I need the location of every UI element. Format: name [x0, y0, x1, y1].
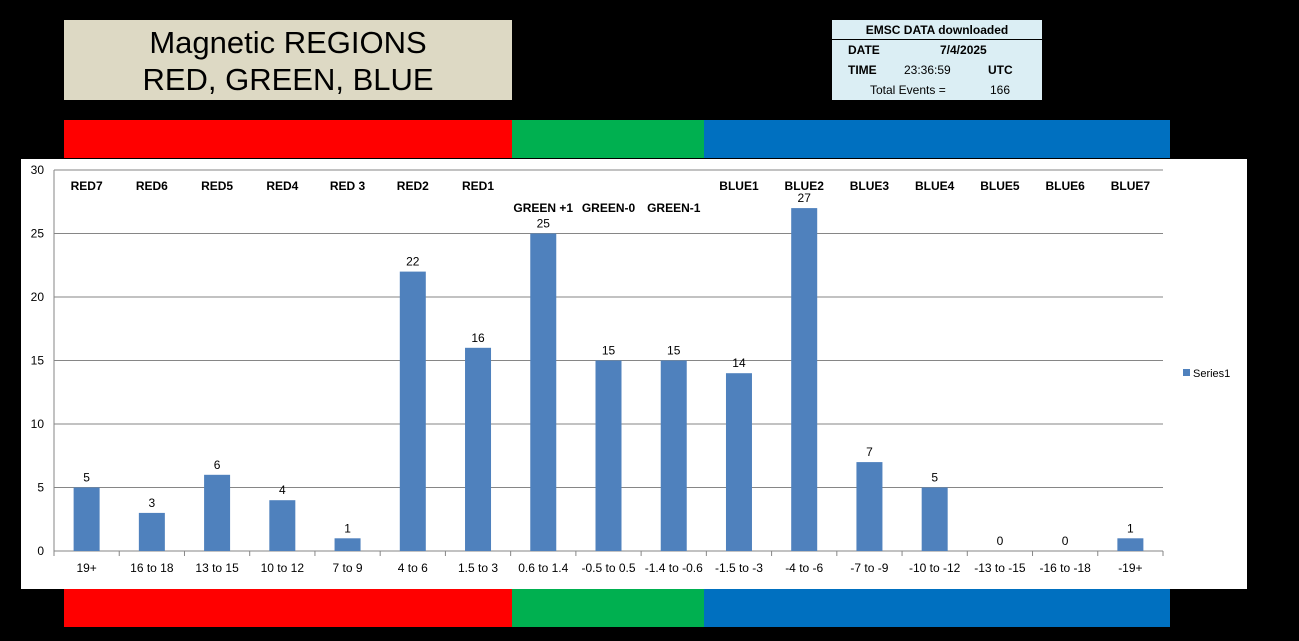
bar-chart: 0 5 10 15 20 25 30 5 19+ RED7 3 16 to 18 RED6 6 13 to …: [21, 159, 1247, 589]
data-label: 1: [344, 521, 351, 535]
data-label: 25: [537, 217, 551, 231]
info-date-row: DATE 7/4/2025: [832, 40, 1042, 60]
date-label: DATE: [848, 43, 880, 57]
data-label: 22: [406, 255, 420, 269]
blue-region-band-bottom: [704, 589, 1170, 627]
x-tick-label: -10 to -12: [909, 561, 961, 575]
bar: [138, 512, 165, 551]
date-value: 7/4/2025: [940, 43, 987, 57]
x-tick-label: -7 to -9: [850, 561, 888, 575]
region-label: RED6: [136, 179, 168, 193]
green-region-band-top: [512, 120, 704, 158]
x-tick-label: 16 to 18: [130, 561, 174, 575]
data-label: 1: [1127, 521, 1134, 535]
x-tick-label: 19+: [76, 561, 96, 575]
title-line-1: Magnetic REGIONS: [149, 25, 427, 60]
bar: [334, 538, 361, 551]
chart-title-box: Magnetic REGIONS RED, GREEN, BLUE: [64, 20, 512, 100]
region-label: RED1: [462, 179, 494, 193]
legend-label: Series1: [1193, 368, 1230, 380]
total-label: Total Events =: [870, 83, 946, 97]
info-total-row: Total Events = 166: [832, 80, 1042, 100]
data-label: 5: [83, 471, 90, 485]
y-tick-label: 0: [37, 544, 44, 558]
x-tick-label: -4 to -6: [785, 561, 823, 575]
bar: [725, 373, 752, 551]
y-tick-label: 25: [31, 227, 45, 241]
data-label: 0: [1062, 534, 1069, 548]
data-label: 0: [997, 534, 1004, 548]
bar: [465, 347, 492, 551]
x-tick-label: -0.5 to 0.5: [581, 561, 635, 575]
bar: [791, 208, 818, 551]
region-label: BLUE5: [980, 179, 1020, 193]
data-label: 4: [279, 483, 286, 497]
data-label: 5: [931, 471, 938, 485]
total-value: 166: [990, 83, 1011, 97]
bar: [73, 487, 100, 551]
x-tick-label: -13 to -15: [974, 561, 1026, 575]
region-label: RED4: [266, 179, 298, 193]
bar: [1117, 538, 1144, 551]
bar: [399, 271, 426, 551]
region-label: BLUE7: [1111, 179, 1151, 193]
data-label: 14: [732, 356, 746, 370]
info-header: EMSC DATA downloaded: [832, 20, 1042, 40]
bar: [660, 360, 687, 551]
bar: [269, 500, 296, 551]
data-label: 15: [602, 344, 616, 358]
x-tick-label: 13 to 15: [195, 561, 239, 575]
bar: [921, 487, 948, 551]
red-region-band-top: [64, 120, 512, 158]
green-region-band-bottom: [512, 589, 704, 627]
x-tick-label: 0.6 to 1.4: [518, 561, 568, 575]
region-label: BLUE1: [719, 179, 759, 193]
red-region-band-bottom: [64, 589, 512, 627]
bar: [856, 462, 883, 551]
x-tick-label: 10 to 12: [261, 561, 305, 575]
region-label: BLUE4: [915, 179, 955, 193]
x-tick-label: -16 to -18: [1039, 561, 1091, 575]
y-tick-label: 30: [31, 163, 45, 177]
x-tick-label: 1.5 to 3: [458, 561, 498, 575]
region-label: RED7: [71, 179, 103, 193]
time-label: TIME: [848, 63, 877, 77]
data-label: 15: [667, 344, 681, 358]
data-label: 7: [866, 445, 873, 459]
data-label: 6: [214, 458, 221, 472]
y-tick-label: 20: [31, 290, 45, 304]
data-label: 16: [471, 331, 485, 345]
legend-marker: [1183, 369, 1190, 376]
bar: [595, 360, 622, 551]
bar: [530, 233, 557, 551]
bar: [204, 474, 231, 551]
region-label: BLUE3: [850, 179, 890, 193]
y-tick-label: 15: [31, 354, 45, 368]
region-label: RED2: [397, 179, 429, 193]
region-label: RED5: [201, 179, 233, 193]
time-zone: UTC: [988, 63, 1013, 77]
region-label: RED 3: [330, 179, 366, 193]
data-info-box: EMSC DATA downloaded DATE 7/4/2025 TIME …: [832, 20, 1042, 100]
region-label: GREEN-1: [647, 201, 701, 215]
data-label: 27: [798, 191, 812, 205]
x-tick-label: -1.5 to -3: [715, 561, 763, 575]
info-time-row: TIME 23:36:59 UTC: [832, 60, 1042, 80]
time-value: 23:36:59: [904, 63, 951, 77]
title-line-2: RED, GREEN, BLUE: [142, 62, 434, 97]
x-tick-label: 4 to 6: [398, 561, 428, 575]
data-label: 3: [149, 496, 156, 510]
blue-region-band-top: [704, 120, 1170, 158]
region-label: BLUE2: [785, 179, 825, 193]
y-tick-label: 10: [31, 417, 45, 431]
x-tick-label: -1.4 to -0.6: [645, 561, 703, 575]
x-tick-label: 7 to 9: [333, 561, 363, 575]
y-tick-label: 5: [37, 481, 44, 495]
region-label: GREEN +1: [513, 201, 573, 215]
region-label: BLUE6: [1045, 179, 1085, 193]
x-tick-label: -19+: [1118, 561, 1142, 575]
region-label: GREEN-0: [582, 201, 636, 215]
